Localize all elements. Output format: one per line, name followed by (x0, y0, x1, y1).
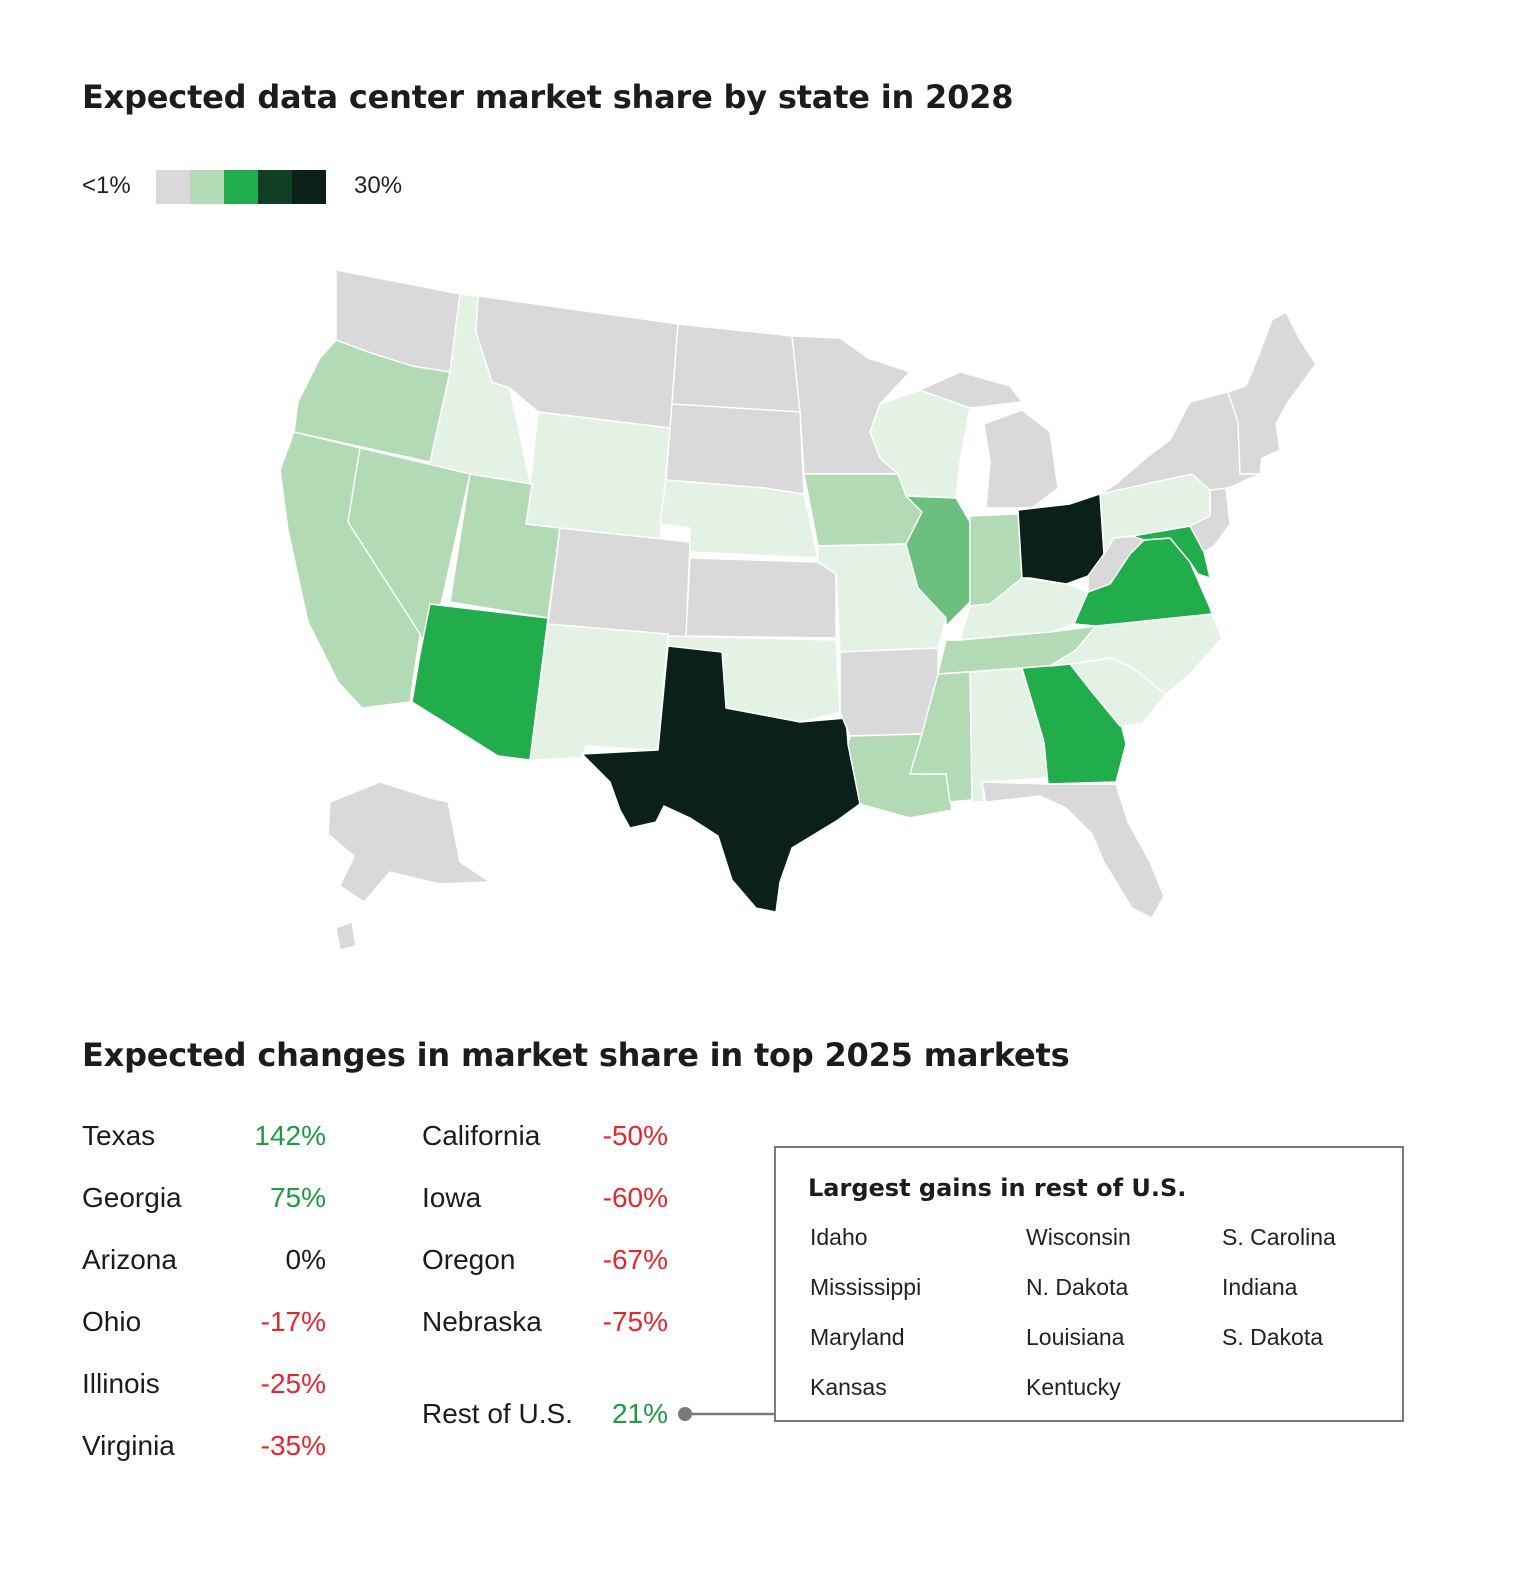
state-florida (981, 781, 1165, 919)
legend-min-label: <1% (82, 172, 131, 199)
state-name: Arizona (82, 1244, 177, 1275)
legend-swatch (224, 170, 258, 204)
state-name: Texas (82, 1120, 156, 1151)
state-south-dakota (665, 403, 805, 495)
state-new-england (1227, 311, 1317, 475)
state-kansas (685, 557, 837, 639)
state-name: Ohio (82, 1306, 142, 1337)
gain-state: Louisiana (1026, 1324, 1125, 1350)
change-value: -75% (602, 1306, 668, 1337)
state-new-mexico (529, 623, 669, 761)
largest-gains-box: Largest gains in rest of U.S. Idaho Miss… (774, 1146, 1404, 1422)
legend-max-label: 30% (354, 172, 403, 199)
gain-state: Idaho (810, 1224, 868, 1250)
connector-line (678, 1407, 776, 1421)
state-name: Illinois (82, 1368, 160, 1399)
state-name: Nebraska (422, 1306, 542, 1337)
gain-state: Maryland (810, 1324, 905, 1350)
change-value: 142% (254, 1120, 326, 1151)
legend-swatch (258, 170, 292, 204)
change-row: California -50% (422, 1112, 668, 1174)
state-new-jersey (1189, 487, 1231, 553)
change-row: Georgia 75% (82, 1174, 326, 1236)
gains-column-2: Wisconsin N. Dakota Louisiana Kentucky (1026, 1224, 1131, 1424)
gain-state: N. Dakota (1026, 1274, 1129, 1300)
changes-column-2: California -50% Iowa -60% Oregon -67% Nebra… (422, 1112, 668, 1360)
change-value: -17% (260, 1306, 326, 1337)
gain-state: Indiana (1222, 1274, 1298, 1300)
gain-state: Kentucky (1026, 1374, 1121, 1400)
change-row: Illinois -25% (82, 1360, 326, 1422)
us-choropleth-map (279, 269, 1317, 951)
state-hawaii (335, 921, 357, 951)
state-name: Iowa (422, 1182, 482, 1213)
changes-column-1: Texas 142% Georgia 75% Arizona 0% Ohio -17% … (82, 1112, 326, 1484)
change-value: -50% (602, 1120, 668, 1151)
change-value: -67% (602, 1244, 668, 1275)
map-title: Expected data center market share by sta… (82, 78, 1014, 116)
state-nebraska (659, 479, 819, 559)
legend-swatch (190, 170, 224, 204)
gain-state: Mississippi (810, 1274, 922, 1300)
state-illinois (905, 495, 971, 627)
state-name: Oregon (422, 1244, 516, 1275)
change-value: -25% (260, 1368, 326, 1399)
state-wyoming (525, 411, 671, 541)
change-row: Texas 142% (82, 1112, 326, 1174)
state-name: Georgia (82, 1182, 182, 1213)
changes-title: Expected changes in market share in top … (82, 1036, 1070, 1074)
state-arizona (411, 603, 549, 761)
change-value: 0% (285, 1244, 326, 1275)
state-north-dakota (671, 323, 801, 413)
state-north-carolina (1049, 613, 1223, 695)
state-alaska (327, 781, 491, 903)
rest-of-us-row: Rest of U.S. 21% (422, 1390, 668, 1434)
rest-of-us-label: Rest of U.S. (422, 1398, 573, 1429)
gain-state: Kansas (810, 1374, 887, 1400)
change-row: Oregon -67% (422, 1236, 668, 1298)
legend-swatch (156, 170, 190, 204)
state-name: Virginia (82, 1430, 175, 1461)
change-row: Arizona 0% (82, 1236, 326, 1298)
change-value: -60% (602, 1182, 668, 1213)
change-row: Nebraska -75% (422, 1298, 668, 1360)
change-row: Iowa -60% (422, 1174, 668, 1236)
change-row: Virginia -35% (82, 1422, 326, 1484)
gain-state: S. Dakota (1222, 1324, 1323, 1350)
state-michigan (919, 371, 1059, 509)
state-arkansas (839, 647, 939, 737)
state-name: California (422, 1120, 541, 1151)
change-value: 75% (269, 1182, 326, 1213)
gain-state: S. Carolina (1222, 1224, 1336, 1250)
state-texas (581, 645, 861, 913)
legend-swatches (156, 170, 326, 204)
change-row: Ohio -17% (82, 1298, 326, 1360)
gains-title: Largest gains in rest of U.S. (808, 1174, 1187, 1202)
state-colorado (547, 527, 691, 641)
legend-swatch (292, 170, 326, 204)
rest-of-us-value: 21% (611, 1398, 668, 1429)
change-value: -35% (260, 1430, 326, 1461)
gain-state: Wisconsin (1026, 1224, 1131, 1250)
gains-column-3: S. Carolina Indiana S. Dakota (1222, 1224, 1336, 1374)
gains-column-1: Idaho Mississippi Maryland Kansas (810, 1224, 921, 1424)
